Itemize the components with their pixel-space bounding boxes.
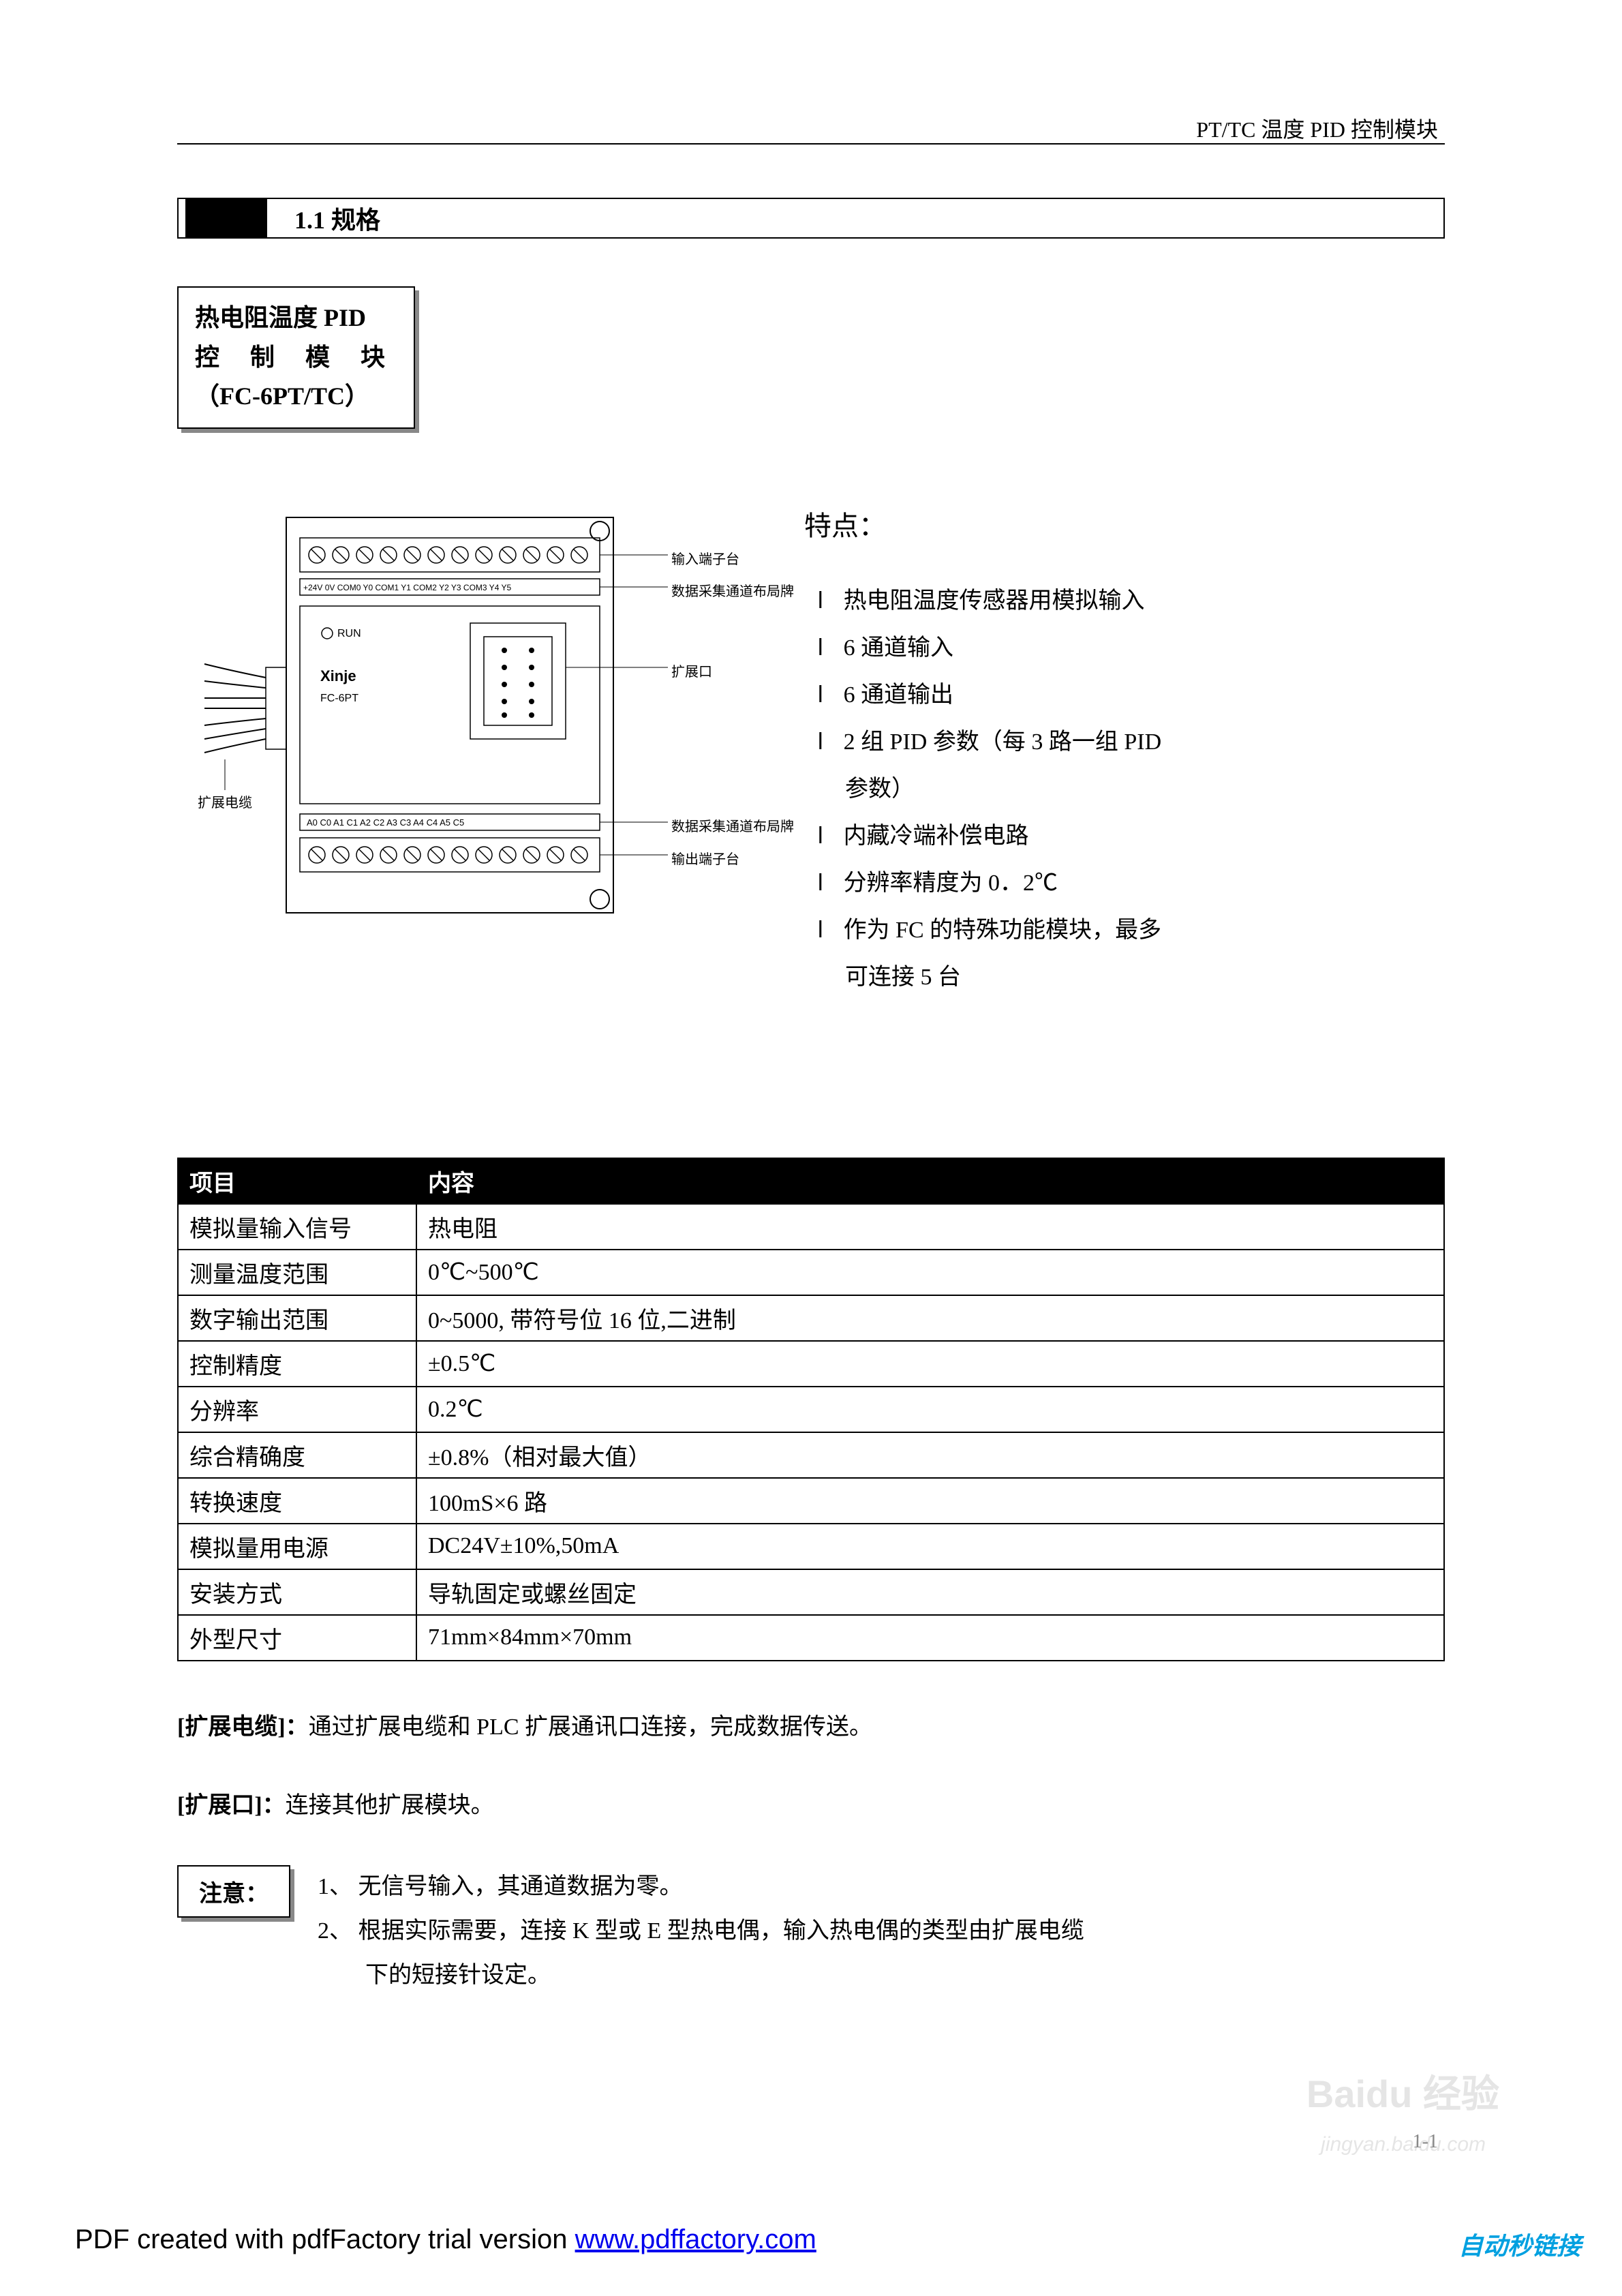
table-row: 数字输出范围0~5000, 带符号位 16 位,二进制 bbox=[178, 1295, 1444, 1341]
label-expansion-port: 扩展口 bbox=[671, 661, 712, 680]
cell: ±0.5℃ bbox=[416, 1341, 1444, 1387]
auto-link-badge: 自动秒链接 bbox=[1458, 2226, 1581, 2262]
feature-item: 热电阻温度传感器用模拟输入 bbox=[804, 577, 1445, 624]
attention-box: 注意： bbox=[177, 1865, 290, 1918]
table-row: 测量温度范围0℃~500℃ bbox=[178, 1250, 1444, 1295]
features-area: 特点： 热电阻温度传感器用模拟输入 6 通道输入 6 通道输出 2 组 PID … bbox=[804, 490, 1445, 1001]
feature-item: 内藏冷端补偿电路 bbox=[804, 813, 1445, 860]
page-header-right: PT/TC 温度 PID 控制模块 bbox=[1196, 112, 1438, 144]
svg-text:A0 C0 A1 C1 A2 C2 A3 C3: A0 C0 A1 C1 A2 C2 A3 C3 A4 C4 A5 C5 bbox=[307, 817, 464, 828]
pdf-footer: PDF created with pdfFactory trial versio… bbox=[75, 2224, 816, 2255]
feature-item: 分辨率精度为 0．2℃ bbox=[804, 860, 1445, 907]
attention-row: 注意： 1、 无信号输入，其通道数据为零。 2、 根据实际需要，连接 K 型或 … bbox=[177, 1865, 1445, 1997]
note-text: 连接其他扩展模块。 bbox=[286, 1793, 494, 1818]
diagram-features-row: +24V 0V COM0 Y0 COM1 Y1 COM2 Y2 Y3 COM3 … bbox=[177, 490, 1445, 1001]
module-title-box: 热电阻温度 PID 控 制 模 块 （FC-6PT/TC） bbox=[177, 286, 415, 429]
table-row: 控制精度±0.5℃ bbox=[178, 1341, 1444, 1387]
header-divider bbox=[177, 143, 1445, 145]
section-header-title: 1.1 规格 bbox=[294, 200, 380, 236]
note-text: 通过扩展电缆和 PLC 扩展通讯口连接，完成数据传送。 bbox=[309, 1715, 872, 1740]
cell: 0.2℃ bbox=[416, 1387, 1444, 1432]
page-number: 1-1 bbox=[1413, 2131, 1438, 2153]
cell: 热电阻 bbox=[416, 1204, 1444, 1250]
cell: 模拟量用电源 bbox=[178, 1524, 416, 1569]
svg-text:Xinje: Xinje bbox=[320, 667, 356, 684]
note-label: [扩展电缆]： bbox=[177, 1715, 309, 1740]
table-row: 模拟量输入信号热电阻 bbox=[178, 1204, 1444, 1250]
spec-header-content: 内容 bbox=[416, 1158, 1444, 1204]
module-box-line1: 热电阻温度 PID bbox=[195, 299, 397, 338]
cell: 0℃~500℃ bbox=[416, 1250, 1444, 1295]
features-list: 热电阻温度传感器用模拟输入 6 通道输入 6 通道输出 2 组 PID 参数（每… bbox=[804, 577, 1445, 1001]
cell: 安装方式 bbox=[178, 1569, 416, 1615]
table-row: 分辨率0.2℃ bbox=[178, 1387, 1444, 1432]
label-output-terminal: 输出端子台 bbox=[671, 848, 739, 868]
table-row: 外型尺寸71mm×84mm×70mm bbox=[178, 1615, 1444, 1661]
top-terminal-labels: +24V 0V COM0 Y0 COM1 Y1 COM2 Y2 Y3 COM3 … bbox=[303, 583, 511, 592]
spec-table: 项目 内容 模拟量输入信号热电阻 测量温度范围0℃~500℃ 数字输出范围0~5… bbox=[177, 1158, 1445, 1661]
section-header-marker bbox=[185, 199, 267, 237]
note-expansion-cable: [扩展电缆]：通过扩展电缆和 PLC 扩展通讯口连接，完成数据传送。 bbox=[177, 1702, 1445, 1753]
table-row: 模拟量用电源DC24V±10%,50mA bbox=[178, 1524, 1444, 1569]
cell: 71mm×84mm×70mm bbox=[416, 1615, 1444, 1661]
notes-section: [扩展电缆]：通过扩展电缆和 PLC 扩展通讯口连接，完成数据传送。 [扩展口]… bbox=[177, 1702, 1445, 1832]
spec-table-body: 模拟量输入信号热电阻 测量温度范围0℃~500℃ 数字输出范围0~5000, 带… bbox=[178, 1204, 1444, 1661]
cell: ±0.8%（相对最大值） bbox=[416, 1432, 1444, 1478]
feature-item-cont: 参数） bbox=[804, 766, 1445, 813]
feature-item: 作为 FC 的特殊功能模块，最多 bbox=[804, 907, 1445, 954]
watermark-subtitle: jingyan.baidu.com bbox=[1321, 2133, 1486, 2156]
cell: 综合精确度 bbox=[178, 1432, 416, 1478]
label-expansion-cable: 扩展电缆 bbox=[198, 791, 252, 811]
note-label: [扩展口]： bbox=[177, 1793, 286, 1818]
attention-line: 2、 根据实际需要，连接 K 型或 E 型热电偶，输入热电偶的类型由扩展电缆 bbox=[318, 1909, 1445, 1954]
attention-line-cont: 下的短接针设定。 bbox=[318, 1954, 1445, 1998]
module-diagram: +24V 0V COM0 Y0 COM1 Y1 COM2 Y2 Y3 COM3 … bbox=[177, 490, 763, 1001]
label-bottom-channel: 数据采集通道布局牌 bbox=[671, 815, 794, 835]
spec-header-item: 项目 bbox=[178, 1158, 416, 1204]
feature-item: 6 通道输出 bbox=[804, 671, 1445, 719]
feature-item: 6 通道输入 bbox=[804, 624, 1445, 671]
cell: 数字输出范围 bbox=[178, 1295, 416, 1341]
footer-link[interactable]: www.pdffactory.com bbox=[575, 2224, 816, 2254]
section-header: 1.1 规格 bbox=[177, 198, 1445, 239]
cell: 外型尺寸 bbox=[178, 1615, 416, 1661]
cell: 100mS×6 路 bbox=[416, 1478, 1444, 1524]
cell: DC24V±10%,50mA bbox=[416, 1524, 1444, 1569]
label-input-terminal: 输入端子台 bbox=[671, 548, 739, 568]
feature-item-cont: 可连接 5 台 bbox=[804, 954, 1445, 1001]
svg-text:RUN: RUN bbox=[337, 628, 361, 639]
cell: 分辨率 bbox=[178, 1387, 416, 1432]
label-top-channel: 数据采集通道布局牌 bbox=[671, 580, 794, 600]
module-box-line2: 控 制 模 块 bbox=[195, 338, 397, 378]
table-row: 转换速度100mS×6 路 bbox=[178, 1478, 1444, 1524]
attention-text: 1、 无信号输入，其通道数据为零。 2、 根据实际需要，连接 K 型或 E 型热… bbox=[318, 1865, 1445, 1997]
module-box-line3: （FC-6PT/TC） bbox=[195, 377, 397, 417]
watermark-title: Baidu 经验 bbox=[1306, 2064, 1499, 2119]
svg-text:FC-6PT: FC-6PT bbox=[320, 693, 358, 704]
table-row: 综合精确度±0.8%（相对最大值） bbox=[178, 1432, 1444, 1478]
feature-item: 2 组 PID 参数（每 3 路一组 PID bbox=[804, 719, 1445, 766]
cell: 测量温度范围 bbox=[178, 1250, 416, 1295]
features-title: 特点： bbox=[804, 504, 1445, 543]
attention-line: 1、 无信号输入，其通道数据为零。 bbox=[318, 1865, 1445, 1909]
cell: 导轨固定或螺丝固定 bbox=[416, 1569, 1444, 1615]
cell: 0~5000, 带符号位 16 位,二进制 bbox=[416, 1295, 1444, 1341]
table-row: 安装方式导轨固定或螺丝固定 bbox=[178, 1569, 1444, 1615]
cell: 控制精度 bbox=[178, 1341, 416, 1387]
cell: 转换速度 bbox=[178, 1478, 416, 1524]
cell: 模拟量输入信号 bbox=[178, 1204, 416, 1250]
footer-text: PDF created with pdfFactory trial versio… bbox=[75, 2224, 575, 2254]
note-expansion-port: [扩展口]：连接其他扩展模块。 bbox=[177, 1781, 1445, 1832]
